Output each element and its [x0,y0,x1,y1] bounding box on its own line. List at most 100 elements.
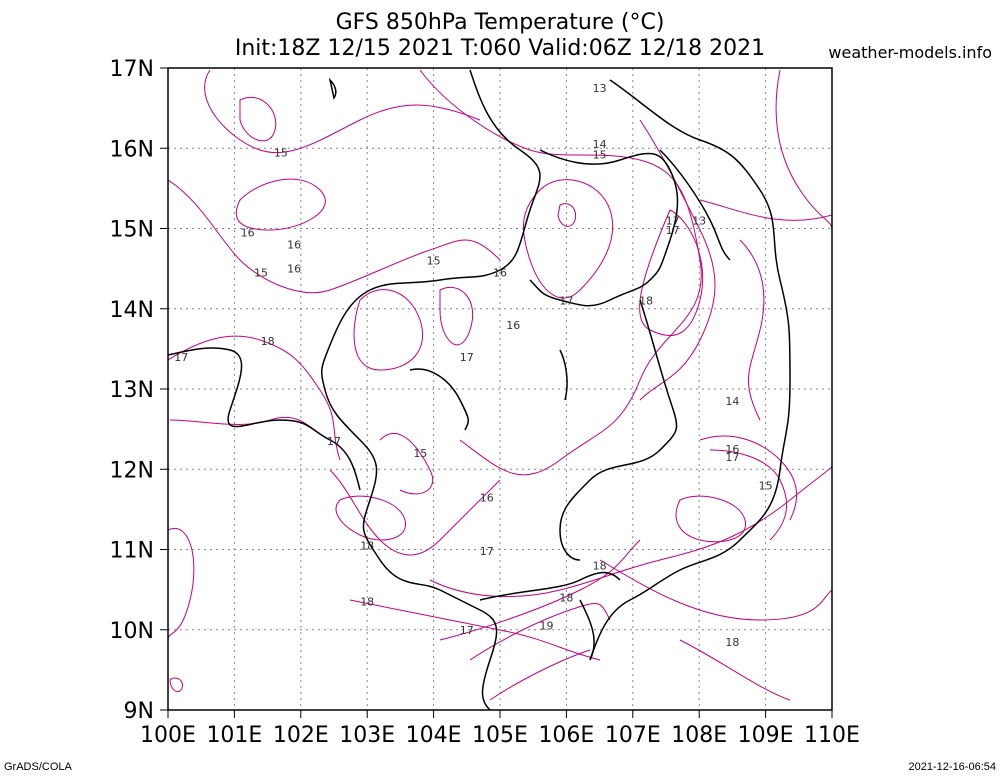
lon-tick-label: 104E [406,723,462,748]
lon-tick-label: 102E [273,723,329,748]
contour-label: 19 [539,620,553,633]
contour-line [168,335,341,461]
lat-tick-label: 9N [124,699,154,724]
border-line [559,349,568,401]
contour-line [439,286,474,346]
contour-line [168,179,501,294]
lon-tick-label: 107E [605,723,661,748]
contour-label: 15 [254,267,268,280]
contour-label: 15 [759,479,773,492]
contour-line [349,599,601,661]
contour-label: 17 [666,214,680,227]
contour-line [639,209,704,336]
contour-label: 13 [692,214,706,227]
border-line [529,149,679,307]
contour-label: 15 [427,255,441,268]
site-label: weather-models.info [828,43,992,62]
contour-label: 16 [287,263,301,276]
footer-credit: GrADS/COLA [4,761,72,773]
contour-line [699,199,832,221]
graticule [168,68,832,710]
lon-tick-label: 106E [538,723,594,748]
border-line [659,149,731,261]
contour-label: 16 [287,239,301,252]
lon-tick-label: 108E [671,723,727,748]
contour-line [699,435,798,521]
contour-label: 17 [327,435,341,448]
contour-label: 17 [174,351,188,364]
contour-line [168,527,195,641]
contour-label: 17 [460,624,474,637]
contour-label: 18 [360,596,374,609]
contour-line [599,559,832,621]
border-line [479,571,621,601]
contour-line [639,119,716,401]
contour-line [204,69,481,154]
lon-tick-label: 110E [804,723,860,748]
contour-line [335,495,406,541]
contour-label: 18 [593,560,607,573]
lon-tick-label: 100E [140,723,196,748]
contour-line [429,460,832,598]
border-line [579,599,595,661]
contour-line [235,178,326,231]
contour-label: 18 [261,335,275,348]
lat-tick-label: 16N [110,137,154,162]
contour-line [169,416,331,441]
contour-label: 13 [593,82,607,95]
contour-line [489,649,591,701]
lon-tick-label: 101E [206,723,262,748]
contour-label: 15 [593,149,607,162]
contour-label: 17 [559,295,573,308]
contour-label: 18 [360,539,374,552]
contour-label: 14 [725,395,739,408]
contour-label: 16 [506,319,520,332]
lat-tick-label: 11N [110,539,154,564]
lat-tick-label: 15N [110,218,154,243]
border-line [589,79,791,661]
lon-tick-label: 103E [339,723,395,748]
footer-timestamp: 2021-12-16-06:54 [908,761,996,773]
lat-tick-label: 14N [110,298,154,323]
contour-line [679,639,791,701]
contour-label: 17 [666,224,680,237]
lat-tick-label: 13N [110,378,154,403]
coastline-borders [168,69,791,710]
contour-label: 15 [274,146,288,159]
contour-label: 17 [460,351,474,364]
contour-line [353,289,424,371]
contour-label: 16 [493,267,507,280]
contour-label: 17 [480,545,494,558]
contour-label: 14 [593,138,607,151]
contour-line [239,96,277,142]
contour-label: 16 [241,227,255,240]
chart-subtitle: Init:18Z 12/15 2021 T:060 Valid:06Z 12/1… [234,36,766,61]
contour-line [379,433,434,495]
contour-label: 16 [480,491,494,504]
contour-label: 15 [413,447,427,460]
contour-line [522,179,614,299]
contour-line [419,69,702,476]
chart-title: GFS 850hPa Temperature (°C) [335,10,665,35]
contour-label: 18 [725,636,739,649]
border-line [559,299,678,561]
lon-tick-label: 109E [738,723,794,748]
contour-line [739,239,765,421]
border-line [168,347,361,491]
contour-label: 18 [639,295,653,308]
lat-tick-label: 12N [110,458,154,483]
border-line [409,368,470,431]
contour-label: 17 [725,451,739,464]
lat-tick-label: 17N [110,57,154,82]
contour-line [675,495,746,543]
contour-line [709,449,788,541]
contour-line [557,203,577,227]
contour-line [169,677,184,693]
contour-label: 18 [559,592,573,605]
border-line [320,69,541,710]
contour-label: 16 [725,443,739,456]
contour-line [329,469,501,556]
border-line [328,77,337,100]
lat-tick-label: 10N [110,619,154,644]
